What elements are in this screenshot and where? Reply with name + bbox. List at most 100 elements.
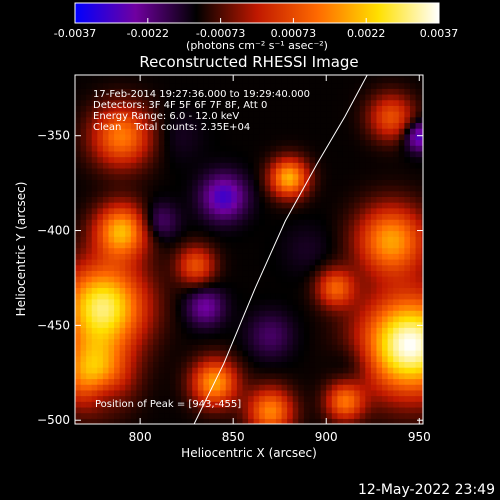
heatmap-cell: [175, 304, 182, 311]
heatmap-cell: [309, 412, 316, 419]
heatmap-cell: [197, 173, 204, 180]
heatmap-cell: [354, 253, 361, 260]
heatmap-cell: [376, 241, 383, 249]
heatmap-cell: [203, 162, 210, 169]
heatmap-cell: [203, 213, 210, 220]
heatmap-cell: [270, 230, 277, 237]
heatmap-cell: [348, 241, 355, 249]
heatmap-cell: [125, 213, 132, 220]
heatmap-cell: [181, 122, 188, 129]
heatmap-cell: [119, 276, 126, 283]
heatmap-cell: [192, 327, 199, 334]
heatmap-cell: [158, 321, 165, 328]
heatmap-cell: [108, 304, 115, 311]
heatmap-cell: [91, 207, 98, 215]
heatmap-cell: [147, 213, 154, 220]
heatmap-cell: [114, 190, 121, 197]
heatmap-cell: [225, 338, 232, 345]
heatmap-cell: [102, 236, 110, 243]
heatmap-cell: [348, 344, 355, 351]
heatmap-cell: [348, 355, 355, 363]
heatmap-cell: [91, 418, 98, 424]
heatmap-cell: [108, 196, 115, 203]
heatmap-cell: [136, 258, 143, 266]
heatmap-cell: [331, 139, 338, 146]
heatmap-cell: [354, 105, 361, 112]
heatmap-cell: [97, 75, 104, 78]
heatmap-cell: [365, 281, 372, 289]
heatmap-cell: [192, 247, 199, 254]
heatmap-cell: [415, 116, 422, 124]
annotation-clean: Clean Total counts: 2.35E+04: [93, 122, 250, 133]
heatmap-cell: [264, 173, 271, 180]
heatmap-cell: [130, 395, 138, 402]
heatmap-cell: [281, 372, 288, 380]
heatmap-cell: [119, 202, 126, 209]
heatmap-cell: [153, 185, 160, 192]
heatmap-cell: [415, 258, 422, 266]
heatmap-cell: [208, 350, 216, 357]
heatmap-cell: [315, 128, 322, 135]
heatmap-cell: [404, 150, 411, 158]
heatmap-cell: [348, 310, 355, 317]
heatmap-cell: [281, 332, 288, 340]
heatmap-cell: [348, 167, 355, 175]
heatmap-cell: [303, 276, 311, 283]
heatmap-cell: [315, 321, 322, 328]
heatmap-cell: [370, 179, 378, 186]
heatmap-cell: [259, 361, 266, 368]
heatmap-cell: [393, 145, 400, 152]
heatmap-cell: [175, 355, 182, 363]
heatmap-cell: [331, 276, 338, 283]
heatmap-cell: [354, 111, 361, 118]
heatmap-cell: [236, 167, 244, 175]
heatmap-cell: [320, 105, 327, 112]
heatmap-cell: [354, 128, 361, 135]
heatmap-cell: [342, 156, 350, 163]
heatmap-cell: [203, 207, 210, 215]
heatmap-cell: [259, 202, 266, 209]
heatmap-cell: [214, 304, 221, 311]
heatmap-cell: [130, 327, 138, 334]
heatmap-cell: [186, 247, 193, 254]
heatmap-cell: [259, 167, 266, 175]
heatmap-cell: [214, 361, 221, 368]
heatmap-cell: [181, 258, 188, 266]
heatmap-cell: [359, 332, 366, 340]
heatmap-cell: [287, 355, 294, 363]
heatmap-cell: [259, 173, 266, 180]
heatmap-cell: [97, 315, 104, 323]
heatmap-cell: [298, 156, 305, 163]
heatmap-cell: [75, 167, 82, 175]
heatmap-cell: [370, 128, 378, 135]
heatmap-cell: [242, 185, 249, 192]
heatmap-cell: [303, 293, 311, 300]
heatmap-cell: [164, 111, 171, 118]
heatmap-cell: [119, 111, 126, 118]
heatmap-cell: [303, 88, 311, 95]
heatmap-cell: [326, 253, 333, 260]
heatmap-cell: [331, 173, 338, 180]
heatmap-cell: [80, 389, 87, 397]
heatmap-cell: [376, 401, 383, 408]
heatmap-cell: [253, 122, 260, 129]
heatmap-cell: [119, 128, 126, 135]
heatmap-cell: [248, 389, 255, 397]
heatmap-cell: [114, 111, 121, 118]
heatmap-cell: [298, 116, 305, 124]
heatmap-cell: [382, 412, 389, 419]
heatmap-cell: [354, 224, 361, 232]
heatmap-cell: [415, 401, 422, 408]
heatmap-cell: [169, 253, 177, 260]
heatmap-cell: [337, 310, 344, 317]
heatmap-cell: [315, 264, 322, 271]
heatmap-cell: [359, 412, 366, 419]
heatmap-cell: [275, 196, 283, 203]
heatmap-cell: [130, 384, 138, 391]
heatmap-cell: [186, 82, 193, 89]
heatmap-cell: [259, 111, 266, 118]
heatmap-cell: [169, 190, 177, 197]
heatmap-cell: [253, 190, 260, 197]
heatmap-cell: [248, 293, 255, 300]
heatmap-cell: [326, 401, 333, 408]
